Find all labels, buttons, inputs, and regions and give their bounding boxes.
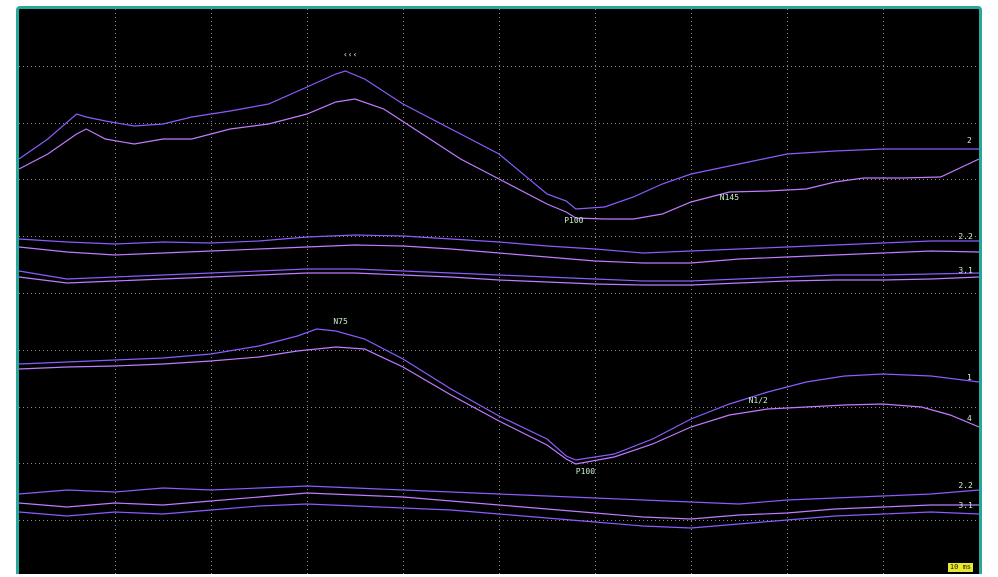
peak-label: 1 — [967, 373, 972, 382]
peak-label: N1/2 — [749, 396, 768, 405]
waveform-trace-9 — [19, 485, 979, 505]
waveform-trace-2 — [19, 98, 979, 220]
waveform-trace-10 — [19, 492, 979, 520]
peak-label: P100 — [564, 216, 583, 225]
waveform-trace-3 — [19, 234, 979, 254]
waveform-trace-11 — [19, 503, 979, 529]
waveform-trace-5 — [19, 268, 979, 282]
waveform-display: ‹‹‹ P100 N145 2 P100 N1/2 N75 1 4 2.2 3.1 2.2 3.1 10… — [16, 6, 982, 577]
waveform-trace-7 — [19, 328, 979, 461]
peak-label: 4 — [967, 414, 972, 423]
waveform-plot: ‹‹‹ P100 N145 2 P100 N1/2 N75 1 4 2.2 3.1 2.2 3.1 — [19, 9, 979, 577]
scale-tag: 10 ms — [947, 563, 973, 572]
peak-label: N145 — [720, 193, 739, 202]
peak-label: 2.2 — [958, 232, 973, 241]
peak-label: ‹‹‹ — [343, 50, 357, 59]
waveform-trace-8 — [19, 346, 979, 465]
peak-label: N75 — [333, 317, 348, 326]
waveform-trace-1 — [19, 70, 979, 210]
peak-label: 2.2 — [958, 481, 973, 490]
waveform-trace-6 — [19, 272, 979, 286]
peak-label: 3.1 — [958, 501, 973, 510]
waveform-trace-4 — [19, 244, 979, 264]
peak-label: P100 — [576, 467, 595, 476]
peak-label: 2 — [967, 136, 972, 145]
peak-label: 3.1 — [958, 266, 973, 275]
